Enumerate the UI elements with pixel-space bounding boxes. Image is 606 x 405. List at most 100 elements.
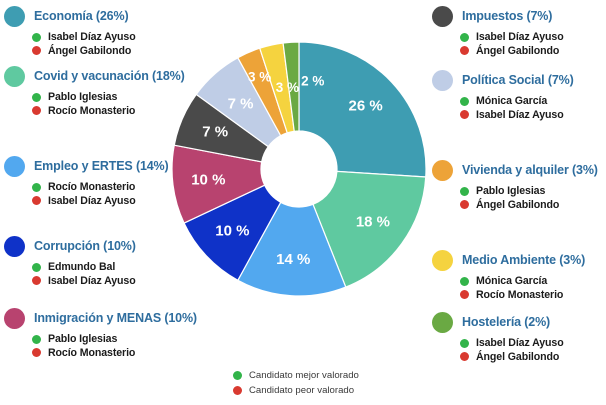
best-rated-dot-icon [460,32,469,42]
worst-rated-dot-icon [32,106,41,116]
legend-group-economia[interactable]: Economía (26%) Isabel Díaz Ayuso Ángel Gab… [4,6,136,56]
best-rated-dot-icon [32,92,41,102]
candidate-item: Isabel Díaz Ayuso [32,274,136,287]
legend-group-header: Hostelería (2%) [432,312,564,333]
candidate-name: Rocío Monasterio [48,346,136,359]
legend-group-header: Corrupción (10%) [4,236,136,257]
candidate-name: Isabel Díaz Ayuso [48,274,136,287]
best-rated-dot-icon [32,334,41,344]
best-rated-dot-icon [460,338,469,348]
candidate-name: Isabel Díaz Ayuso [48,31,136,43]
candidate-item: Isabel Díaz Ayuso [32,32,136,43]
rating-legend-row: Candidato peor valorado [233,384,359,396]
worst-rated-dot-icon [460,352,469,362]
worst-rated-dot-icon [32,276,41,286]
legend-group-header: Covid y vacunación (18%) [4,66,185,87]
legend-group-header: Empleo y ERTES (14%) [4,156,169,177]
candidate-name: Ángel Gabilondo [476,44,560,57]
slice-value-label: 14 % [276,251,310,268]
slice-value-label: 26 % [349,97,383,114]
rating-legend-label: Candidato peor valorado [249,384,355,396]
candidate-item: Rocío Monasterio [32,346,197,359]
donut-chart-svg: 26 %18 %14 %10 %10 %7 %7 %3 %3 % 2 % [171,41,427,297]
candidate-name: Pablo Iglesias [48,333,118,345]
legend-group-hosteleria[interactable]: Hostelería (2%) Isabel Díaz Ayuso Ángel Ga… [432,312,564,362]
category-label: Política Social (7%) [462,73,574,88]
legend-group-inmigracion-y-menas[interactable]: Inmigración y MENAS (10%) Pablo Iglesias R… [4,308,197,358]
candidate-item: Pablo Iglesias [460,186,598,197]
candidate-item: Ángel Gabilondo [32,44,136,57]
legend-group-covid-y-vacunacion[interactable]: Covid y vacunación (18%) Pablo Iglesias Ro… [4,66,185,116]
donut-slices [171,41,427,297]
candidate-list: Edmundo Bal Isabel Díaz Ayuso [32,262,136,286]
candidate-name: Isabel Díaz Ayuso [476,337,564,349]
slice-value-label: 7 % [228,95,254,112]
candidate-name: Isabel Díaz Ayuso [476,31,564,43]
candidate-item: Rocío Monasterio [460,289,585,301]
candidate-item: Isabel Díaz Ayuso [460,338,564,349]
candidate-name: Rocío Monasterio [48,181,136,193]
candidate-item: Isabel Díaz Ayuso [460,32,564,43]
slice-value-label: 7 % [202,124,228,141]
best-rated-dot-icon [32,32,41,42]
category-label: Inmigración y MENAS (10%) [34,311,197,326]
worst-rated-dot-icon [460,46,469,56]
candidate-name: Isabel Díaz Ayuso [48,194,136,207]
category-label: Vivienda y alquiler (3%) [462,163,598,178]
worst-rated-dot-icon [32,196,41,206]
candidate-name: Pablo Iglesias [48,91,118,103]
category-color-dot-icon [4,156,25,177]
category-label: Covid y vacunación (18%) [34,69,185,84]
rating-legend-row: Candidato mejor valorado [233,371,359,381]
candidate-item: Isabel Díaz Ayuso [460,109,574,121]
candidate-item: Ángel Gabilondo [460,199,598,211]
worst-rated-dot-icon [233,385,242,395]
candidate-name: Rocío Monasterio [48,104,136,117]
legend-group-empleo-y-ertes[interactable]: Empleo y ERTES (14%) Rocío Monasterio Isab… [4,156,169,206]
legend-group-header: Inmigración y MENAS (10%) [4,308,197,329]
candidate-name: Ángel Gabilondo [476,350,560,363]
category-color-dot-icon [4,6,25,27]
legend-group-header: Medio Ambiente (3%) [432,250,585,271]
category-label: Empleo y ERTES (14%) [34,159,169,174]
legend-group-header: Vivienda y alquiler (3%) [432,160,598,181]
candidate-name: Mónica García [476,95,548,107]
category-color-dot-icon [4,236,25,257]
candidate-item: Rocío Monasterio [32,104,185,117]
slice-value-label: 10 % [191,171,225,188]
worst-rated-dot-icon [460,290,469,300]
best-rated-dot-icon [32,262,41,272]
legend-group-politica-social[interactable]: Política Social (7%) Mónica García Isabel … [432,70,574,120]
candidate-list: Isabel Díaz Ayuso Ángel Gabilondo [460,32,564,56]
category-color-dot-icon [432,70,453,91]
legend-group-impuestos[interactable]: Impuestos (7%) Isabel Díaz Ayuso Ángel Gab… [432,6,564,56]
legend-group-medio-ambiente[interactable]: Medio Ambiente (3%) Mónica García Rocío Mo… [432,250,585,300]
best-rated-dot-icon [460,186,469,196]
category-color-dot-icon [432,6,453,27]
best-rated-dot-icon [233,371,242,381]
candidate-name: Mónica García [476,275,548,287]
candidate-name: Ángel Gabilondo [48,44,132,57]
rating-legend-label: Candidato mejor valorado [249,370,359,381]
candidate-item: Isabel Díaz Ayuso [32,194,169,207]
candidate-list: Isabel Díaz Ayuso Ángel Gabilondo [32,32,136,56]
candidate-name: Edmundo Bal [48,261,116,273]
candidate-item: Ángel Gabilondo [460,44,564,57]
best-rated-dot-icon [32,182,41,192]
legend-group-vivienda-y-alquiler[interactable]: Vivienda y alquiler (3%) Pablo Iglesias Án… [432,160,598,210]
category-label: Corrupción (10%) [34,239,136,254]
legend-group-corrupcion[interactable]: Corrupción (10%) Edmundo Bal Isabel Díaz A… [4,236,136,286]
best-rated-dot-icon [460,96,469,106]
category-label: Medio Ambiente (3%) [462,253,586,268]
candidate-item: Pablo Iglesias [32,92,185,103]
candidate-item: Mónica García [460,96,574,107]
donut-hole [261,131,337,207]
candidate-list: Mónica García Rocío Monasterio [460,276,585,300]
category-color-dot-icon [432,160,453,181]
category-color-dot-icon [432,250,453,271]
worst-rated-dot-icon [32,46,41,56]
legend-group-header: Economía (26%) [4,6,136,27]
slice-value-label: 10 % [215,223,249,240]
category-color-dot-icon [4,66,25,87]
